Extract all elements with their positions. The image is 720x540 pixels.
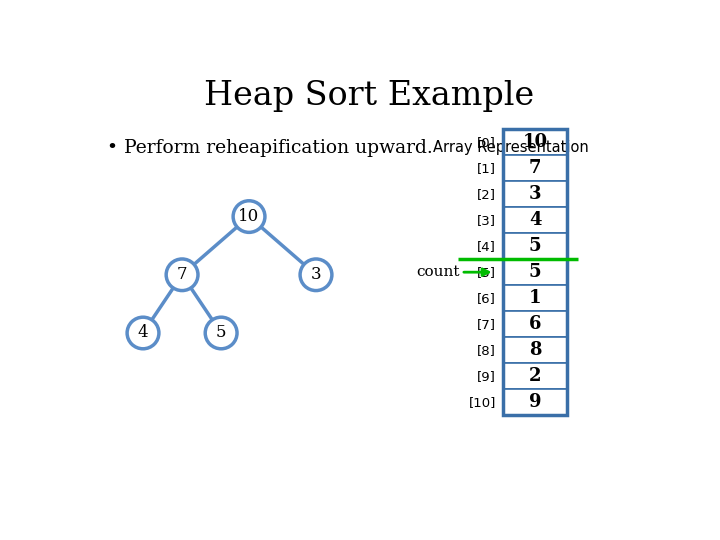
Bar bbox=[503, 285, 567, 311]
Bar bbox=[503, 129, 567, 155]
Text: 1: 1 bbox=[528, 289, 541, 307]
Text: [10]: [10] bbox=[469, 396, 496, 409]
Text: 4: 4 bbox=[528, 211, 541, 229]
Ellipse shape bbox=[205, 317, 237, 349]
Ellipse shape bbox=[127, 317, 159, 349]
Text: 5: 5 bbox=[528, 237, 541, 255]
Text: [9]: [9] bbox=[477, 370, 496, 383]
Bar bbox=[503, 207, 567, 233]
Text: 10: 10 bbox=[238, 208, 260, 225]
Bar bbox=[503, 389, 567, 415]
Text: [2]: [2] bbox=[477, 188, 496, 201]
Text: [1]: [1] bbox=[477, 162, 496, 175]
Text: 3: 3 bbox=[310, 266, 321, 284]
Text: 8: 8 bbox=[528, 341, 541, 359]
Text: [7]: [7] bbox=[477, 318, 496, 330]
Bar bbox=[503, 233, 567, 259]
Text: 2: 2 bbox=[528, 367, 541, 385]
Text: • Perform reheapification upward.: • Perform reheapification upward. bbox=[107, 139, 433, 157]
Ellipse shape bbox=[300, 259, 332, 291]
Text: [3]: [3] bbox=[477, 214, 496, 227]
Bar bbox=[503, 311, 567, 337]
Text: 7: 7 bbox=[176, 266, 187, 284]
Text: count: count bbox=[416, 265, 460, 279]
Text: 5: 5 bbox=[528, 263, 541, 281]
Bar bbox=[503, 337, 567, 363]
Bar bbox=[503, 129, 567, 415]
Text: [0]: [0] bbox=[477, 136, 496, 148]
Bar bbox=[503, 155, 567, 181]
Text: Heap Sort Example: Heap Sort Example bbox=[204, 80, 534, 112]
Text: [8]: [8] bbox=[477, 343, 496, 356]
Bar bbox=[503, 259, 567, 285]
Text: [4]: [4] bbox=[477, 240, 496, 253]
Text: [5]: [5] bbox=[477, 266, 496, 279]
Bar bbox=[503, 363, 567, 389]
Text: 4: 4 bbox=[138, 325, 148, 341]
Text: [6]: [6] bbox=[477, 292, 496, 305]
Ellipse shape bbox=[233, 201, 265, 232]
Bar bbox=[503, 181, 567, 207]
Text: 7: 7 bbox=[528, 159, 541, 177]
Text: 9: 9 bbox=[528, 393, 541, 411]
Text: 3: 3 bbox=[528, 185, 541, 203]
Text: 10: 10 bbox=[523, 133, 548, 151]
Text: Array Representation: Array Representation bbox=[433, 140, 589, 156]
Text: 6: 6 bbox=[528, 315, 541, 333]
Text: 5: 5 bbox=[216, 325, 226, 341]
Ellipse shape bbox=[166, 259, 198, 291]
